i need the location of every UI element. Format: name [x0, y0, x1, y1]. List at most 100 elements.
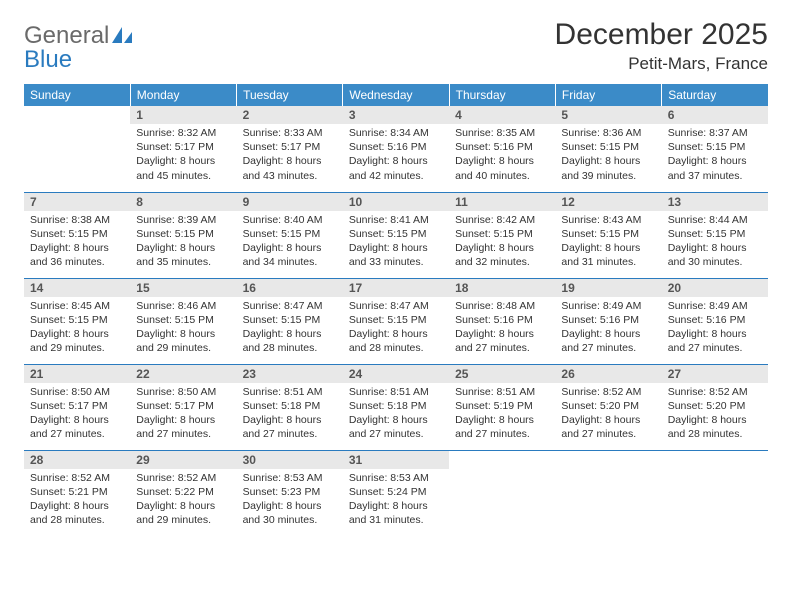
calendar-day: 9Sunrise: 8:40 AMSunset: 5:15 PMDaylight…	[237, 192, 343, 278]
calendar-day: 10Sunrise: 8:41 AMSunset: 5:15 PMDayligh…	[343, 192, 449, 278]
day-number: 17	[343, 279, 449, 297]
calendar-body: 1Sunrise: 8:32 AMSunset: 5:17 PMDaylight…	[24, 106, 768, 536]
day-details: Sunrise: 8:47 AMSunset: 5:15 PMDaylight:…	[237, 297, 343, 360]
calendar-day: 27Sunrise: 8:52 AMSunset: 5:20 PMDayligh…	[662, 364, 768, 450]
day-number: 6	[662, 106, 768, 124]
calendar-day: 25Sunrise: 8:51 AMSunset: 5:19 PMDayligh…	[449, 364, 555, 450]
day-details: Sunrise: 8:48 AMSunset: 5:16 PMDaylight:…	[449, 297, 555, 360]
calendar-day: 21Sunrise: 8:50 AMSunset: 5:17 PMDayligh…	[24, 364, 130, 450]
calendar-day: 20Sunrise: 8:49 AMSunset: 5:16 PMDayligh…	[662, 278, 768, 364]
day-details: Sunrise: 8:52 AMSunset: 5:22 PMDaylight:…	[130, 469, 236, 532]
weekday-header: Monday	[130, 84, 236, 106]
day-details: Sunrise: 8:53 AMSunset: 5:23 PMDaylight:…	[237, 469, 343, 532]
calendar-empty	[449, 450, 555, 536]
day-details: Sunrise: 8:52 AMSunset: 5:20 PMDaylight:…	[662, 383, 768, 446]
calendar-row: 1Sunrise: 8:32 AMSunset: 5:17 PMDaylight…	[24, 106, 768, 192]
calendar-empty	[24, 106, 130, 192]
calendar-day: 23Sunrise: 8:51 AMSunset: 5:18 PMDayligh…	[237, 364, 343, 450]
day-number: 20	[662, 279, 768, 297]
day-number: 12	[555, 193, 661, 211]
calendar-day: 13Sunrise: 8:44 AMSunset: 5:15 PMDayligh…	[662, 192, 768, 278]
day-details: Sunrise: 8:52 AMSunset: 5:21 PMDaylight:…	[24, 469, 130, 532]
day-number: 24	[343, 365, 449, 383]
day-details: Sunrise: 8:51 AMSunset: 5:19 PMDaylight:…	[449, 383, 555, 446]
calendar-day: 28Sunrise: 8:52 AMSunset: 5:21 PMDayligh…	[24, 450, 130, 536]
day-details: Sunrise: 8:46 AMSunset: 5:15 PMDaylight:…	[130, 297, 236, 360]
calendar-day: 14Sunrise: 8:45 AMSunset: 5:15 PMDayligh…	[24, 278, 130, 364]
day-details: Sunrise: 8:38 AMSunset: 5:15 PMDaylight:…	[24, 211, 130, 274]
header: General December 2025 Petit-Mars, France	[24, 18, 768, 74]
day-number: 4	[449, 106, 555, 124]
calendar-day: 31Sunrise: 8:53 AMSunset: 5:24 PMDayligh…	[343, 450, 449, 536]
calendar-day: 18Sunrise: 8:48 AMSunset: 5:16 PMDayligh…	[449, 278, 555, 364]
day-details: Sunrise: 8:40 AMSunset: 5:15 PMDaylight:…	[237, 211, 343, 274]
day-number: 19	[555, 279, 661, 297]
month-title: December 2025	[555, 18, 768, 52]
day-number: 10	[343, 193, 449, 211]
day-number: 30	[237, 451, 343, 469]
day-number: 18	[449, 279, 555, 297]
calendar-day: 15Sunrise: 8:46 AMSunset: 5:15 PMDayligh…	[130, 278, 236, 364]
weekday-header: Tuesday	[237, 84, 343, 106]
title-block: December 2025 Petit-Mars, France	[555, 18, 768, 74]
day-details: Sunrise: 8:44 AMSunset: 5:15 PMDaylight:…	[662, 211, 768, 274]
day-details: Sunrise: 8:47 AMSunset: 5:15 PMDaylight:…	[343, 297, 449, 360]
calendar-page: General December 2025 Petit-Mars, France…	[0, 0, 792, 554]
sail-icon	[111, 26, 133, 44]
day-details: Sunrise: 8:49 AMSunset: 5:16 PMDaylight:…	[662, 297, 768, 360]
calendar-day: 3Sunrise: 8:34 AMSunset: 5:16 PMDaylight…	[343, 106, 449, 192]
day-details: Sunrise: 8:36 AMSunset: 5:15 PMDaylight:…	[555, 124, 661, 187]
day-number: 16	[237, 279, 343, 297]
weekday-header-row: SundayMondayTuesdayWednesdayThursdayFrid…	[24, 84, 768, 106]
calendar-day: 4Sunrise: 8:35 AMSunset: 5:16 PMDaylight…	[449, 106, 555, 192]
weekday-header: Wednesday	[343, 84, 449, 106]
day-number: 8	[130, 193, 236, 211]
calendar-day: 17Sunrise: 8:47 AMSunset: 5:15 PMDayligh…	[343, 278, 449, 364]
day-number: 28	[24, 451, 130, 469]
weekday-header: Saturday	[662, 84, 768, 106]
day-number: 2	[237, 106, 343, 124]
day-number: 7	[24, 193, 130, 211]
day-details: Sunrise: 8:51 AMSunset: 5:18 PMDaylight:…	[237, 383, 343, 446]
brand-part2: Blue	[24, 48, 72, 72]
calendar-day: 8Sunrise: 8:39 AMSunset: 5:15 PMDaylight…	[130, 192, 236, 278]
calendar-day: 11Sunrise: 8:42 AMSunset: 5:15 PMDayligh…	[449, 192, 555, 278]
calendar-day: 12Sunrise: 8:43 AMSunset: 5:15 PMDayligh…	[555, 192, 661, 278]
day-number: 3	[343, 106, 449, 124]
day-details: Sunrise: 8:34 AMSunset: 5:16 PMDaylight:…	[343, 124, 449, 187]
day-number: 22	[130, 365, 236, 383]
calendar-row: 14Sunrise: 8:45 AMSunset: 5:15 PMDayligh…	[24, 278, 768, 364]
calendar-row: 21Sunrise: 8:50 AMSunset: 5:17 PMDayligh…	[24, 364, 768, 450]
calendar-day: 30Sunrise: 8:53 AMSunset: 5:23 PMDayligh…	[237, 450, 343, 536]
calendar-day: 16Sunrise: 8:47 AMSunset: 5:15 PMDayligh…	[237, 278, 343, 364]
calendar-empty	[662, 450, 768, 536]
day-details: Sunrise: 8:49 AMSunset: 5:16 PMDaylight:…	[555, 297, 661, 360]
day-details: Sunrise: 8:43 AMSunset: 5:15 PMDaylight:…	[555, 211, 661, 274]
calendar-day: 1Sunrise: 8:32 AMSunset: 5:17 PMDaylight…	[130, 106, 236, 192]
day-number: 31	[343, 451, 449, 469]
day-details: Sunrise: 8:50 AMSunset: 5:17 PMDaylight:…	[130, 383, 236, 446]
calendar-row: 7Sunrise: 8:38 AMSunset: 5:15 PMDaylight…	[24, 192, 768, 278]
day-number: 1	[130, 106, 236, 124]
day-number: 29	[130, 451, 236, 469]
day-details: Sunrise: 8:32 AMSunset: 5:17 PMDaylight:…	[130, 124, 236, 187]
calendar-table: SundayMondayTuesdayWednesdayThursdayFrid…	[24, 84, 768, 536]
day-number: 5	[555, 106, 661, 124]
calendar-row: 28Sunrise: 8:52 AMSunset: 5:21 PMDayligh…	[24, 450, 768, 536]
day-details: Sunrise: 8:33 AMSunset: 5:17 PMDaylight:…	[237, 124, 343, 187]
day-number: 26	[555, 365, 661, 383]
day-number: 9	[237, 193, 343, 211]
weekday-header: Sunday	[24, 84, 130, 106]
day-details: Sunrise: 8:53 AMSunset: 5:24 PMDaylight:…	[343, 469, 449, 532]
day-number: 14	[24, 279, 130, 297]
calendar-day: 24Sunrise: 8:51 AMSunset: 5:18 PMDayligh…	[343, 364, 449, 450]
day-number: 27	[662, 365, 768, 383]
calendar-day: 29Sunrise: 8:52 AMSunset: 5:22 PMDayligh…	[130, 450, 236, 536]
day-details: Sunrise: 8:42 AMSunset: 5:15 PMDaylight:…	[449, 211, 555, 274]
calendar-day: 5Sunrise: 8:36 AMSunset: 5:15 PMDaylight…	[555, 106, 661, 192]
calendar-day: 26Sunrise: 8:52 AMSunset: 5:20 PMDayligh…	[555, 364, 661, 450]
location: Petit-Mars, France	[555, 54, 768, 74]
day-details: Sunrise: 8:52 AMSunset: 5:20 PMDaylight:…	[555, 383, 661, 446]
day-details: Sunrise: 8:50 AMSunset: 5:17 PMDaylight:…	[24, 383, 130, 446]
day-number: 25	[449, 365, 555, 383]
